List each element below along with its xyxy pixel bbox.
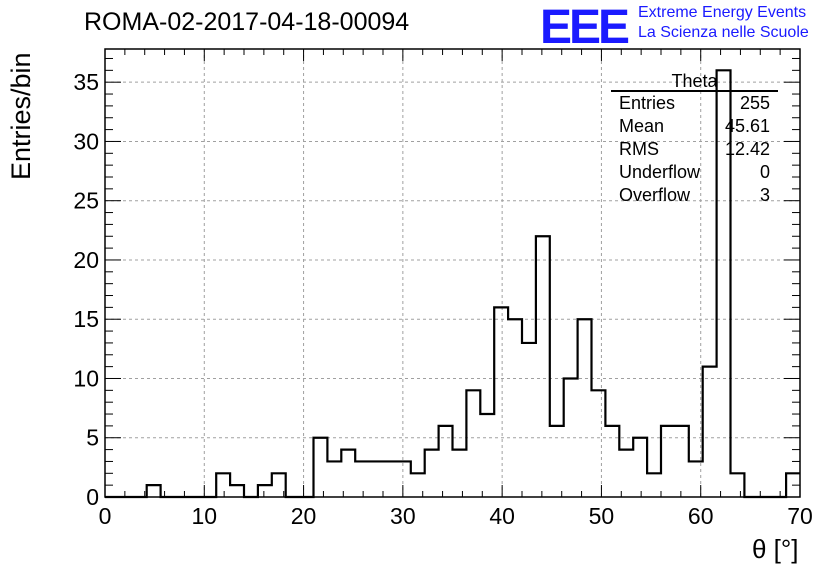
stats-box: Theta Entries 255 Mean 45.61 RMS 12.42 U… (611, 70, 778, 207)
histogram-bin (494, 307, 508, 497)
x-tick-label: 40 (489, 503, 515, 529)
stats-label: Mean (619, 116, 665, 136)
histogram-bin (369, 461, 383, 497)
histogram-bin (425, 450, 439, 497)
x-axis-label: θ [°] (752, 534, 799, 564)
plot-title: ROMA-02-2017-04-18-00094 (84, 8, 410, 36)
histogram-bin (522, 343, 536, 497)
y-axis-label: Entries/bin (6, 52, 36, 180)
x-tick-label: 0 (99, 503, 112, 529)
histogram-bin (592, 390, 606, 497)
histogram-bin (327, 461, 341, 497)
stats-value: 12.42 (724, 139, 770, 159)
y-tick-label: 35 (73, 69, 99, 95)
histogram-bin (633, 438, 647, 497)
x-tick-label: 20 (291, 503, 317, 529)
histogram-bin (466, 390, 480, 497)
histogram-bin (397, 461, 411, 497)
histogram-bin (605, 426, 619, 497)
x-tick-label: 70 (787, 503, 813, 529)
y-tick-label: 10 (73, 365, 99, 391)
histogram-bin (258, 485, 272, 497)
stats-value: 3 (759, 185, 770, 205)
histogram-bin (355, 461, 369, 497)
histogram-bin (675, 426, 689, 497)
stats-row: Underflow 0 (611, 161, 778, 184)
histogram-bin (341, 450, 355, 497)
stats-row: Mean 45.61 (611, 115, 778, 138)
stats-label: Overflow (619, 185, 691, 205)
histogram-bin (619, 450, 633, 497)
axes-frame (104, 48, 801, 498)
stats-label: RMS (619, 139, 659, 159)
logo-line-2: La Scienza nelle Scuole (638, 24, 809, 41)
stats-row: RMS 12.42 (611, 138, 778, 161)
histogram-bin (439, 426, 453, 497)
x-tick-label: 10 (191, 503, 217, 529)
histogram-bin (453, 450, 467, 497)
stats-label: Entries (619, 93, 676, 113)
stats-label: Underflow (619, 162, 701, 182)
histogram-bin (536, 236, 550, 497)
histogram-bin (480, 414, 494, 497)
x-tick-label: 50 (589, 503, 615, 529)
y-tick-label: 0 (86, 484, 99, 510)
grid-lines (105, 49, 800, 497)
histogram-bin (314, 438, 328, 497)
eee-logo: EEE (540, 1, 630, 54)
stats-value: 0 (759, 162, 770, 182)
plot-frame (104, 48, 801, 498)
histogram-bin (647, 473, 661, 497)
histogram-bin (147, 485, 161, 497)
histogram-bin (661, 426, 675, 497)
y-tick-label: 30 (73, 128, 99, 154)
y-tick-label: 15 (73, 306, 99, 332)
stats-row: Entries 255 (611, 92, 778, 115)
histogram-bin (703, 367, 717, 497)
stats-title: Theta (611, 70, 778, 92)
x-tick-label: 30 (390, 503, 416, 529)
histogram-bin (383, 461, 397, 497)
histogram-bin (731, 473, 745, 497)
axis-ticks (104, 49, 801, 498)
x-tick-label: 60 (688, 503, 714, 529)
histogram-bin (550, 426, 564, 497)
stats-value: 45.61 (724, 116, 770, 136)
y-tick-label: 20 (73, 247, 99, 273)
histogram-bin (216, 473, 230, 497)
histogram-bin (508, 319, 522, 497)
stats-row: Overflow 3 (611, 184, 778, 207)
stats-value: 255 (739, 93, 770, 113)
histogram-bin (230, 485, 244, 497)
histogram-bin (578, 319, 592, 497)
y-tick-label: 5 (86, 425, 99, 451)
logo-line-1: Extreme Energy Events (638, 4, 807, 21)
y-tick-label: 25 (73, 188, 99, 214)
